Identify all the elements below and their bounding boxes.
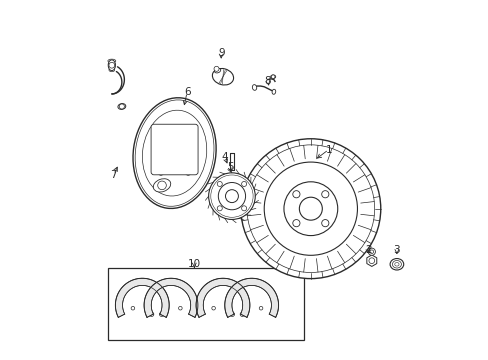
Polygon shape <box>115 278 169 318</box>
Circle shape <box>241 181 246 186</box>
Circle shape <box>149 312 154 316</box>
Circle shape <box>271 75 274 78</box>
Ellipse shape <box>109 68 115 72</box>
Ellipse shape <box>166 132 186 159</box>
Circle shape <box>241 206 246 211</box>
Circle shape <box>241 139 380 279</box>
Circle shape <box>185 127 190 132</box>
Circle shape <box>292 220 299 227</box>
Text: 3: 3 <box>393 245 399 255</box>
Ellipse shape <box>153 179 170 192</box>
Circle shape <box>299 197 322 220</box>
Ellipse shape <box>270 75 275 78</box>
Text: 4: 4 <box>221 152 227 162</box>
Circle shape <box>264 162 357 255</box>
Ellipse shape <box>389 258 403 270</box>
Text: 7: 7 <box>110 170 117 180</box>
Ellipse shape <box>252 85 256 90</box>
Text: 9: 9 <box>218 48 224 58</box>
Circle shape <box>217 206 222 211</box>
Circle shape <box>214 66 219 71</box>
Text: 2: 2 <box>364 245 371 255</box>
Circle shape <box>259 306 263 310</box>
Circle shape <box>292 191 299 198</box>
Circle shape <box>284 182 337 235</box>
Ellipse shape <box>118 104 125 109</box>
Text: 10: 10 <box>187 259 201 269</box>
Ellipse shape <box>212 68 233 85</box>
Ellipse shape <box>133 98 216 208</box>
FancyBboxPatch shape <box>151 124 198 175</box>
Text: 5: 5 <box>226 162 233 172</box>
Circle shape <box>369 250 373 253</box>
Circle shape <box>225 190 238 203</box>
Circle shape <box>159 312 163 316</box>
Circle shape <box>240 312 244 316</box>
Circle shape <box>368 258 374 264</box>
Polygon shape <box>144 278 198 318</box>
Circle shape <box>321 220 328 227</box>
Text: 1: 1 <box>325 144 331 154</box>
Circle shape <box>178 306 182 310</box>
Bar <box>108 268 303 339</box>
Ellipse shape <box>108 60 115 71</box>
Circle shape <box>158 170 163 175</box>
Circle shape <box>211 306 215 310</box>
Circle shape <box>367 248 375 255</box>
Circle shape <box>218 183 245 210</box>
Ellipse shape <box>271 89 275 94</box>
Ellipse shape <box>214 68 220 73</box>
Circle shape <box>321 191 328 198</box>
Circle shape <box>109 62 115 68</box>
Polygon shape <box>366 255 376 266</box>
Ellipse shape <box>108 65 115 69</box>
Polygon shape <box>224 278 278 318</box>
Text: 8: 8 <box>264 76 270 86</box>
Ellipse shape <box>108 59 116 63</box>
Circle shape <box>158 127 163 132</box>
Circle shape <box>230 312 234 316</box>
Circle shape <box>217 181 222 186</box>
Polygon shape <box>196 278 249 318</box>
Circle shape <box>119 104 124 109</box>
Circle shape <box>208 173 255 220</box>
Circle shape <box>158 181 166 190</box>
Ellipse shape <box>108 62 115 66</box>
Text: 6: 6 <box>183 87 190 97</box>
Circle shape <box>185 170 190 175</box>
Circle shape <box>131 306 134 310</box>
